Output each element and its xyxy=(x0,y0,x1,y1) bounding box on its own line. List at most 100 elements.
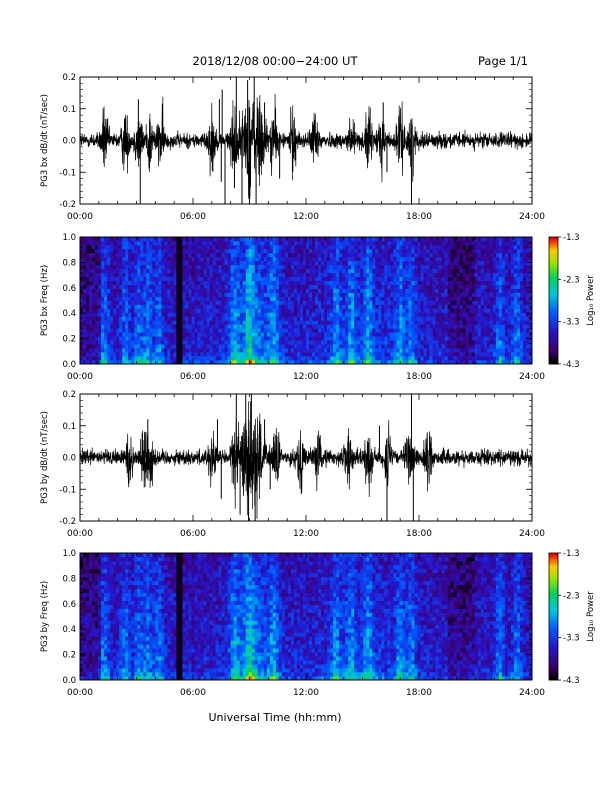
heat-cell xyxy=(86,320,90,325)
heat-cell xyxy=(519,280,524,285)
heat-cell xyxy=(456,237,461,242)
heat-cell xyxy=(302,256,307,262)
heat-cell xyxy=(345,252,349,258)
heat-cell xyxy=(167,328,171,333)
heat-cell xyxy=(471,336,476,341)
heat-cell xyxy=(327,284,331,289)
heat-cell xyxy=(164,292,168,297)
heat-cell xyxy=(306,248,310,254)
heat-cell xyxy=(321,292,325,297)
heat-cell xyxy=(336,256,340,262)
heat-cell xyxy=(471,248,476,254)
heat-cell xyxy=(203,316,207,321)
heat-cell xyxy=(435,276,439,282)
heat-cell xyxy=(360,292,364,297)
heat-cell xyxy=(342,340,346,345)
heat-cell xyxy=(387,292,391,297)
heat-cell xyxy=(170,240,174,246)
heat-cell xyxy=(221,356,225,361)
heat-cell xyxy=(95,260,99,266)
heat-cell xyxy=(143,268,147,274)
heat-cell xyxy=(492,328,497,333)
heat-cell xyxy=(266,280,271,285)
heat-cell xyxy=(378,348,382,353)
heat-cell xyxy=(528,352,533,357)
heat-cell xyxy=(215,276,219,282)
heat-cell xyxy=(290,264,295,270)
heat-cell xyxy=(215,340,219,345)
heat-cell xyxy=(299,240,304,246)
heat-cell xyxy=(336,312,340,317)
heat-cell xyxy=(432,308,436,313)
heat-cell xyxy=(260,296,265,301)
heat-cell xyxy=(378,332,382,337)
heat-cell xyxy=(522,280,527,285)
heat-cell xyxy=(221,352,225,357)
heat-cell xyxy=(441,276,445,282)
heat-cell xyxy=(257,324,262,329)
heat-cell xyxy=(227,320,232,325)
heat-cell xyxy=(161,336,165,341)
heat-cell xyxy=(432,252,436,258)
heat-cell xyxy=(257,348,262,353)
heat-cell xyxy=(471,276,476,282)
heat-cell xyxy=(206,324,210,329)
heat-cell xyxy=(92,320,96,325)
heat-cell xyxy=(236,264,241,270)
heat-cell xyxy=(266,352,271,357)
heat-cell xyxy=(152,237,156,242)
heat-cell xyxy=(447,248,451,254)
heat-cell xyxy=(318,237,322,242)
heat-cell xyxy=(525,244,530,250)
heat-cell xyxy=(516,280,521,285)
heat-cell xyxy=(444,284,448,289)
heat-cell xyxy=(188,340,192,345)
heat-cell xyxy=(128,312,132,317)
heat-cell xyxy=(104,276,108,282)
heat-cell xyxy=(522,316,527,321)
heat-cell xyxy=(417,276,421,282)
heat-cell xyxy=(429,264,433,270)
heat-cell xyxy=(513,324,518,329)
heat-cell xyxy=(309,237,313,242)
heat-cell xyxy=(420,360,424,365)
heat-cell xyxy=(450,320,454,325)
heat-cell xyxy=(375,280,379,285)
heat-cell xyxy=(318,272,322,278)
heat-cell xyxy=(281,244,286,250)
heat-cell xyxy=(131,240,135,246)
heat-cell xyxy=(399,356,403,361)
heat-cell xyxy=(215,312,219,317)
heat-cell xyxy=(489,324,494,329)
heat-cell xyxy=(119,244,123,250)
heat-cell xyxy=(480,356,485,361)
heat-cell xyxy=(200,316,204,321)
heat-cell xyxy=(272,256,277,262)
heat-cell xyxy=(315,304,319,309)
heat-cell xyxy=(281,248,286,254)
heat-cell xyxy=(456,288,461,293)
heat-cell xyxy=(507,336,512,341)
heat-cell xyxy=(363,332,367,337)
heat-cell xyxy=(215,256,219,262)
heat-cell xyxy=(230,328,235,333)
heat-cell xyxy=(321,272,325,278)
heat-cell xyxy=(299,332,304,337)
heat-cell xyxy=(414,237,418,242)
heat-cell xyxy=(474,272,479,278)
heat-cell xyxy=(185,296,189,301)
heat-cell xyxy=(480,237,485,242)
heat-cell xyxy=(92,244,96,250)
heat-cell xyxy=(266,300,271,305)
heat-cell xyxy=(417,292,421,297)
heat-cell xyxy=(194,328,198,333)
heat-cell xyxy=(522,320,527,325)
heat-cell xyxy=(146,276,150,282)
heat-cell xyxy=(122,248,126,254)
heat-cell xyxy=(164,288,168,293)
heat-cell xyxy=(357,292,361,297)
heat-cell xyxy=(498,360,503,365)
heat-cell xyxy=(471,340,476,345)
heat-cell xyxy=(146,280,150,285)
heat-cell xyxy=(372,296,376,301)
